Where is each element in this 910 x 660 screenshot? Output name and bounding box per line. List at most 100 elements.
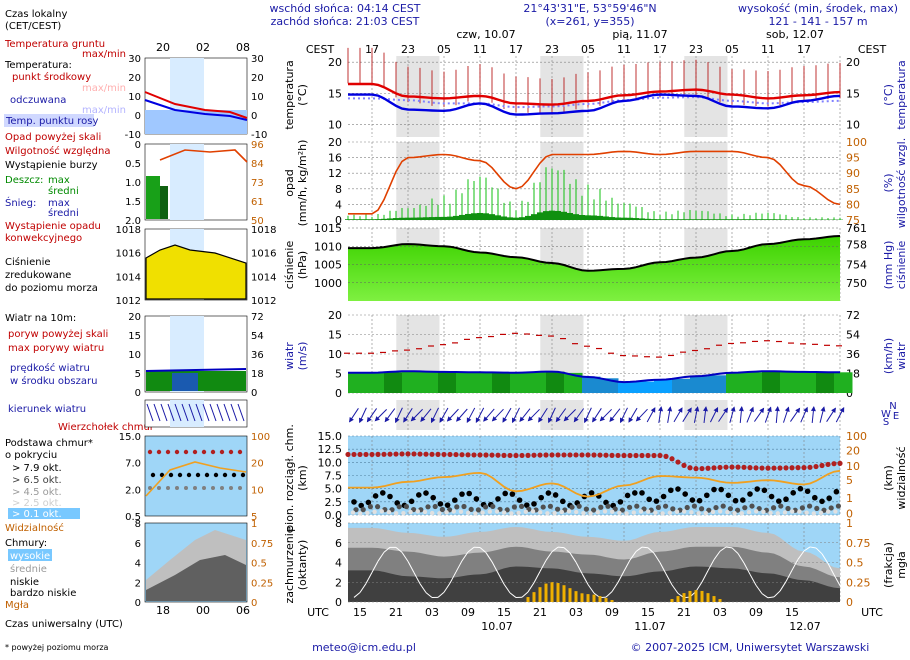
cloud-base-dot bbox=[408, 498, 415, 505]
wind-speed-block bbox=[402, 371, 421, 393]
mini-right-tick: 54 bbox=[251, 331, 264, 342]
visibility-trace bbox=[617, 570, 625, 583]
mini-left-tick: 5 bbox=[135, 369, 141, 380]
cloud-top-dot bbox=[747, 465, 753, 471]
precip-mean-bar bbox=[645, 218, 651, 220]
wind-arrow-head bbox=[519, 416, 525, 423]
fog-bar bbox=[580, 593, 584, 602]
fog-bar bbox=[682, 593, 686, 602]
legend-rain-above: Opad powyżej skali bbox=[5, 132, 101, 143]
mini-cloud-dot bbox=[229, 486, 233, 490]
cloud-base-dot bbox=[660, 493, 667, 500]
mini-wind-arrow bbox=[146, 403, 154, 422]
legend-rain: Deszcz: bbox=[5, 175, 43, 186]
cloud-base-dot bbox=[350, 510, 356, 515]
wind-speed-block bbox=[564, 372, 583, 393]
mini-cloud-dot bbox=[240, 472, 246, 478]
cloud-base-dot bbox=[380, 490, 386, 496]
legend-okt01: > 0.1 okt. bbox=[12, 509, 62, 520]
wind-arrow bbox=[810, 406, 816, 424]
mini-right-tick: -10 bbox=[251, 130, 267, 141]
mini-right-tick: 0.25 bbox=[251, 578, 273, 589]
kmh-tick-label: 72 bbox=[846, 309, 860, 322]
cloud-top-dot bbox=[789, 465, 795, 471]
mini-right-tick: 1018 bbox=[251, 225, 276, 236]
precip-mean-bar bbox=[441, 216, 447, 220]
fog-tick-label: 0.5 bbox=[846, 557, 864, 570]
utc-tick-label: 03 bbox=[569, 606, 583, 619]
mini-right-tick: 61 bbox=[251, 197, 264, 208]
cloud-base-dot bbox=[555, 506, 561, 512]
utc-tick-label: 21 bbox=[677, 606, 691, 619]
cloud-base-dot bbox=[490, 503, 496, 510]
cloud-base-dot bbox=[655, 504, 662, 511]
precip-mean-bar bbox=[543, 211, 549, 220]
wind-arrow bbox=[395, 407, 403, 424]
mini-cloud-dot bbox=[166, 486, 170, 490]
mini-wind-arrow bbox=[202, 403, 210, 422]
mini-cloud-dot bbox=[177, 472, 183, 478]
cloud-base-dot bbox=[439, 506, 445, 513]
legend-very-low: bardzo niskie bbox=[10, 588, 76, 599]
cloud-base-dot bbox=[675, 486, 681, 492]
wind-arrow bbox=[718, 407, 729, 422]
cloud-base-dot bbox=[833, 488, 840, 495]
cloud-base-dot bbox=[804, 488, 811, 495]
utc-tick-label: 21 bbox=[389, 606, 403, 619]
cloud-top-dot bbox=[669, 456, 675, 462]
legend-pressure-2: zredukowane bbox=[5, 270, 71, 281]
precip-mean-bar bbox=[555, 210, 561, 220]
visibility-trace bbox=[719, 546, 727, 552]
legend-okt45: > 4.5 okt. bbox=[12, 487, 62, 498]
cloud-top-dot bbox=[795, 465, 801, 471]
mini-cloud-dot bbox=[213, 472, 219, 478]
cloud-base-dot bbox=[826, 495, 832, 502]
cloud-top-dot bbox=[513, 452, 519, 459]
wind-arrow-head bbox=[766, 406, 772, 413]
footer-email[interactable]: meteo@icm.edu.pl bbox=[312, 641, 416, 654]
precip-mean-bar bbox=[429, 217, 435, 220]
wind-arrow-head bbox=[384, 416, 390, 423]
cloud-top-dot bbox=[753, 465, 759, 471]
utc-tick-label: 03 bbox=[713, 606, 727, 619]
legend-temperature: Temperatura: bbox=[4, 60, 72, 71]
precip-mean-bar bbox=[663, 219, 669, 220]
mini-left-tick: 20 bbox=[128, 73, 141, 84]
mini-cover-low bbox=[146, 555, 246, 601]
mini-left-tick: 20 bbox=[128, 312, 141, 323]
mini-wind-arrow bbox=[209, 403, 217, 422]
visibility-trace bbox=[743, 562, 751, 575]
cloud-base-dot bbox=[480, 510, 485, 515]
fog-tick-label: 0 bbox=[846, 596, 853, 609]
cloud-top-dot bbox=[807, 464, 813, 470]
cloud-top-dot bbox=[381, 451, 387, 457]
cloud-top-dot bbox=[549, 452, 555, 458]
precip-mean-bar bbox=[447, 216, 453, 220]
mini-cloud-dot bbox=[210, 449, 216, 455]
wind-arrow-head bbox=[609, 416, 615, 423]
legend-convective: Wystąpienie opadu bbox=[5, 221, 101, 232]
precip-mean-bar bbox=[531, 214, 537, 220]
cloud-base-dot bbox=[725, 509, 730, 515]
temp-series-line bbox=[348, 82, 841, 106]
fog-bar bbox=[532, 592, 536, 602]
utc-tick-label: 09 bbox=[749, 606, 763, 619]
wind-arrow bbox=[673, 407, 683, 423]
precip-mean-bar bbox=[687, 219, 693, 220]
cloud-base-dot bbox=[516, 497, 523, 503]
cloud-base-dot bbox=[574, 509, 579, 515]
mini-right-tick: 0.5 bbox=[251, 559, 267, 570]
visibility-trace bbox=[383, 546, 391, 553]
mini-wind-arrow bbox=[195, 403, 203, 422]
footer: meteo@icm.edu.pl © 2007-2025 ICM, Uniwer… bbox=[312, 641, 869, 654]
cloud-top-dot bbox=[717, 464, 723, 471]
mini-cloud-dot bbox=[147, 449, 153, 455]
cloud-base-dot bbox=[749, 503, 755, 509]
compass-s: S bbox=[883, 417, 889, 428]
cloud-base-dot bbox=[401, 510, 406, 516]
legend-clouds: Chmury: bbox=[5, 538, 47, 549]
mmhg-tick-label: 750 bbox=[846, 277, 867, 290]
cloud-base-dot bbox=[732, 510, 737, 516]
mini-cloud-dot bbox=[231, 472, 237, 478]
